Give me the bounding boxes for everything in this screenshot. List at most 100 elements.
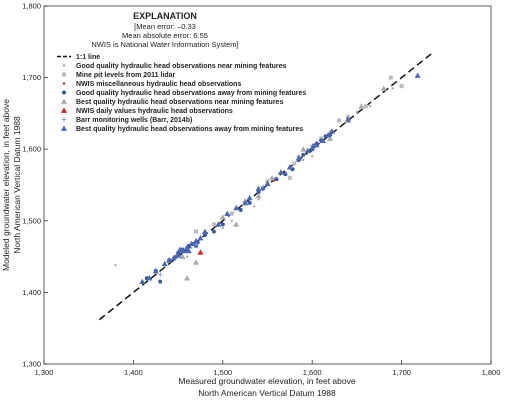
data-point-series-0: [190, 246, 193, 250]
data-point-series-4: [255, 192, 262, 199]
data-point-series-7: [175, 252, 182, 258]
data-point-series-7: [176, 246, 183, 252]
y-tick-label: 1,700: [22, 73, 41, 82]
x-tick-label: 1,700: [392, 368, 411, 377]
y-tick-label: 1,800: [22, 2, 41, 11]
data-point-series-3: [220, 222, 225, 227]
x-tick-label: 1,400: [124, 368, 143, 377]
data-point-series-3: [247, 200, 252, 205]
data-point-series-5: [197, 249, 204, 255]
data-point-series-1: [287, 175, 292, 180]
legend-label-series-7: Best quality hydraulic head observations…: [76, 126, 303, 133]
data-points: [114, 72, 421, 285]
legend: EXPLANATION [Mean error: –0.33 Mean abso…: [57, 11, 306, 133]
data-point-series-6: [260, 183, 266, 189]
data-point-series-3: [283, 172, 288, 177]
y-tick-label: 1,600: [22, 145, 41, 154]
legend-label-series-5: NWIS daily values hydraulic head observa…: [76, 108, 233, 115]
data-point-series-4: [184, 275, 191, 281]
data-point-series-0: [185, 255, 189, 258]
data-point-series-7: [215, 221, 222, 227]
data-point-series-3: [301, 152, 306, 157]
data-point-series-7: [179, 247, 186, 254]
legend-entries: 1:1 line Good quality hydraulic head obse…: [57, 54, 306, 133]
legend-label-series-6: Barr monitoring wells (Barr, 2014b): [76, 117, 192, 124]
data-point-series-1: [388, 75, 393, 80]
data-point-series-3: [256, 190, 261, 195]
data-point-series-7: [152, 267, 159, 274]
y-tick-label: 1,500: [22, 216, 41, 225]
legend-label-series-1: Mine pit levels from 2011 lidar: [76, 72, 175, 79]
data-point-series-1: [363, 104, 368, 109]
data-point-series-4: [380, 85, 387, 91]
explanation-mean-error: [Mean error: –0.33: [134, 22, 196, 31]
data-point-series-4: [268, 174, 275, 181]
data-point-series-4: [179, 253, 186, 259]
data-point-series-7: [319, 137, 326, 144]
data-point-series-7: [313, 141, 320, 148]
data-point-series-7: [255, 185, 262, 191]
data-point-series-7: [414, 72, 421, 78]
x-axis-title-line-1: Measured groundwater elevation, in feet …: [178, 376, 355, 386]
data-point-series-1: [292, 161, 297, 166]
data-point-series-0: [391, 87, 394, 90]
explanation-title: EXPLANATION: [133, 11, 197, 21]
x-tick-label: 1,600: [303, 368, 322, 377]
y-tick-label: 1,300: [22, 360, 41, 369]
data-point-series-1: [211, 222, 216, 227]
legend-swatch-series-0: [62, 64, 66, 67]
data-point-series-7: [188, 240, 195, 247]
data-point-series-7: [242, 199, 249, 206]
data-point-series-3: [158, 279, 163, 284]
data-point-series-0: [355, 110, 359, 114]
data-point-series-3: [238, 208, 243, 213]
data-point-series-3: [211, 229, 216, 234]
explanation-mean-absolute-error: Mean absolute error: 6.55: [122, 31, 208, 40]
data-point-series-1: [337, 118, 342, 123]
plot-frame: [43, 5, 492, 365]
data-point-series-7: [295, 154, 302, 161]
data-point-series-6: [157, 272, 163, 277]
data-point-series-7: [344, 116, 351, 122]
data-point-series-7: [201, 228, 208, 234]
data-point-series-7: [309, 144, 316, 151]
data-point-series-1: [229, 211, 234, 216]
x-tick-label: 1,800: [482, 368, 501, 377]
y-axis-title-line-2: North American Vertical Datum 1988: [12, 116, 22, 254]
legend-swatch-series-7: [61, 125, 67, 131]
data-point-series-3: [274, 177, 279, 182]
legend-label-series-2: NWIS miscellaneous hydraulic head observ…: [76, 81, 241, 88]
data-point-series-7: [286, 164, 293, 170]
data-point-series-0: [114, 263, 117, 267]
data-point-series-4: [327, 135, 334, 141]
data-point-series-7: [325, 131, 332, 138]
data-point-series-7: [170, 255, 177, 261]
data-point-series-0: [369, 105, 372, 108]
data-point-series-0: [257, 198, 260, 201]
data-point-series-0: [230, 219, 233, 222]
data-point-series-0: [221, 226, 224, 230]
data-point-series-1: [319, 136, 324, 141]
data-point-series-7: [197, 234, 204, 241]
data-point-series-4: [358, 103, 365, 109]
legend-label-series-0: Good quality hydraulic head observations…: [76, 63, 287, 70]
legend-swatch-series-3: [62, 90, 66, 95]
x-tick-label: 1,500: [213, 368, 232, 377]
data-point-series-7: [277, 169, 284, 175]
data-point-series-3: [202, 233, 207, 238]
data-point-series-7: [192, 237, 199, 244]
explanation-nwis-note: NWIS is National Water Information Syste…: [91, 40, 238, 49]
data-point-series-4: [192, 259, 199, 265]
data-point-series-7: [166, 257, 173, 263]
data-point-series-7: [304, 147, 311, 154]
data-point-series-4: [219, 214, 226, 220]
data-point-series-4: [233, 221, 240, 227]
one-to-one-line: [98, 51, 434, 321]
x-axis-title-line-2: North American Vertical Datum 1988: [198, 388, 336, 398]
legend-label-series-3: Good quality hydraulic head observations…: [76, 90, 306, 97]
legend-swatch-series-1: [62, 72, 66, 77]
data-point-series-1: [399, 84, 404, 89]
data-point-series-7: [224, 210, 231, 217]
legend-swatch-series-6: [61, 117, 67, 122]
